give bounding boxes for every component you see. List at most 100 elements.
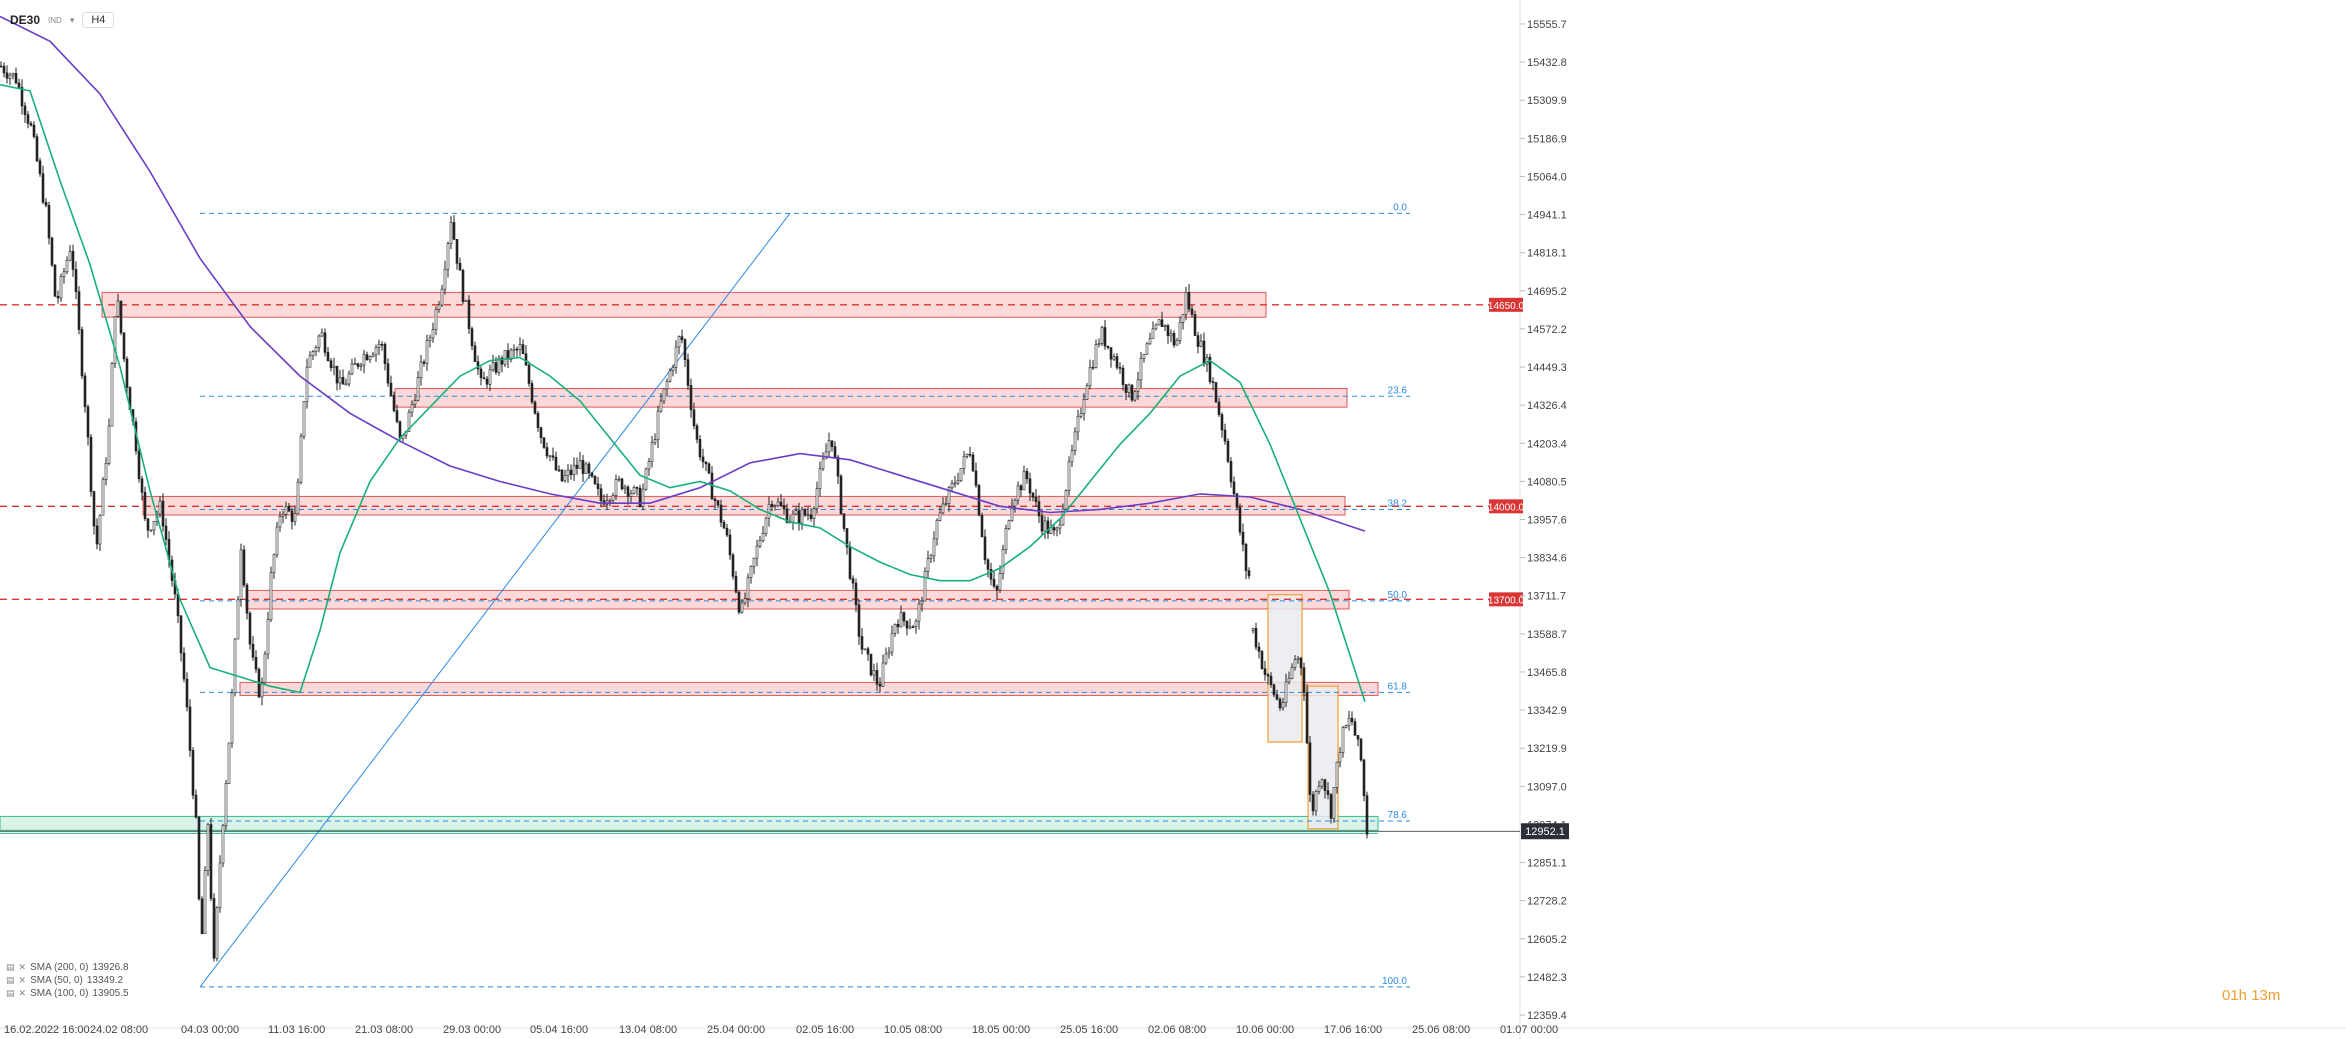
candle-body[interactable] bbox=[899, 612, 903, 628]
candle-body[interactable] bbox=[881, 662, 885, 687]
candle-body[interactable] bbox=[587, 463, 591, 474]
candle-body[interactable] bbox=[1247, 570, 1251, 577]
candle-body[interactable] bbox=[665, 380, 669, 390]
candle-body[interactable] bbox=[26, 114, 30, 124]
candle-body[interactable] bbox=[683, 339, 687, 360]
candle-body[interactable] bbox=[1157, 319, 1161, 326]
candle-body[interactable] bbox=[983, 536, 987, 561]
candle-body[interactable] bbox=[866, 648, 870, 655]
candle-body[interactable] bbox=[119, 300, 123, 334]
candle-body[interactable] bbox=[773, 505, 777, 507]
candle-body[interactable] bbox=[590, 472, 594, 477]
candle-body[interactable] bbox=[674, 346, 678, 368]
candle-body[interactable] bbox=[1007, 520, 1011, 529]
candle-body[interactable] bbox=[77, 291, 81, 330]
candle-body[interactable] bbox=[275, 526, 279, 556]
candle-body[interactable] bbox=[1010, 505, 1014, 521]
candle-body[interactable] bbox=[80, 329, 84, 377]
candle-body[interactable] bbox=[1320, 779, 1324, 787]
candle-body[interactable] bbox=[1082, 399, 1086, 414]
candle-body[interactable] bbox=[557, 469, 561, 472]
candle-body[interactable] bbox=[761, 533, 765, 541]
candle-body[interactable] bbox=[599, 488, 603, 501]
candle-body[interactable] bbox=[1323, 779, 1327, 791]
candle-body[interactable] bbox=[158, 500, 162, 515]
candle-body[interactable] bbox=[515, 348, 519, 351]
candle-body[interactable] bbox=[338, 376, 342, 384]
candle-body[interactable] bbox=[104, 463, 108, 480]
candle-body[interactable] bbox=[812, 508, 816, 519]
candle-body[interactable] bbox=[296, 481, 300, 514]
candle-body[interactable] bbox=[512, 348, 516, 351]
candle-body[interactable] bbox=[8, 74, 12, 79]
candle-body[interactable] bbox=[1202, 340, 1206, 365]
candle-body[interactable] bbox=[314, 347, 318, 352]
candle-body[interactable] bbox=[368, 356, 372, 361]
candle-body[interactable] bbox=[548, 455, 552, 458]
candle-body[interactable] bbox=[1121, 367, 1125, 385]
candle-body[interactable] bbox=[1001, 549, 1005, 574]
candle-body[interactable] bbox=[626, 486, 630, 497]
candle-body[interactable] bbox=[554, 456, 558, 471]
sma-50-line[interactable] bbox=[0, 83, 1366, 702]
candle-body[interactable] bbox=[620, 478, 624, 490]
candle-body[interactable] bbox=[734, 576, 738, 593]
candle-body[interactable] bbox=[371, 354, 375, 357]
candle-body[interactable] bbox=[140, 478, 144, 493]
candle-body[interactable] bbox=[1341, 727, 1345, 753]
candle-body[interactable] bbox=[653, 439, 657, 444]
settings-icon[interactable]: ▤ bbox=[6, 962, 15, 972]
candle-body[interactable] bbox=[623, 486, 627, 490]
candle-body[interactable] bbox=[1275, 694, 1279, 700]
candle-body[interactable] bbox=[821, 458, 825, 470]
candle-body[interactable] bbox=[890, 632, 894, 653]
candle-body[interactable] bbox=[1043, 520, 1047, 532]
candle-body[interactable] bbox=[704, 461, 708, 465]
candle-body[interactable] bbox=[107, 425, 111, 464]
candle-body[interactable] bbox=[1284, 681, 1288, 703]
candle-body[interactable] bbox=[305, 366, 309, 402]
candle-body[interactable] bbox=[281, 514, 285, 517]
candle-body[interactable] bbox=[1190, 308, 1194, 315]
candle-body[interactable] bbox=[1076, 415, 1080, 433]
candle-body[interactable] bbox=[86, 406, 90, 438]
candle-body[interactable] bbox=[431, 329, 435, 339]
candle-body[interactable] bbox=[1272, 684, 1276, 696]
candle-body[interactable] bbox=[851, 578, 855, 584]
candle-body[interactable] bbox=[407, 411, 411, 432]
candle-body[interactable] bbox=[938, 512, 942, 521]
candle-body[interactable] bbox=[503, 350, 507, 365]
candle-body[interactable] bbox=[971, 454, 975, 472]
candle-body[interactable] bbox=[1088, 366, 1092, 386]
candle-body[interactable] bbox=[320, 332, 324, 337]
candle-body[interactable] bbox=[509, 349, 513, 360]
candle-body[interactable] bbox=[1299, 657, 1303, 669]
candle-body[interactable] bbox=[686, 359, 690, 386]
candle-body[interactable] bbox=[1184, 292, 1188, 315]
candle-body[interactable] bbox=[905, 620, 909, 629]
candle-body[interactable] bbox=[644, 468, 648, 490]
candle-body[interactable] bbox=[1052, 527, 1056, 531]
candle-body[interactable] bbox=[1362, 759, 1366, 796]
candle-body[interactable] bbox=[527, 364, 531, 384]
candle-body[interactable] bbox=[479, 368, 483, 379]
candle-body[interactable] bbox=[1220, 414, 1224, 431]
candle-body[interactable] bbox=[791, 513, 795, 523]
candle-body[interactable] bbox=[1154, 324, 1158, 330]
candle-body[interactable] bbox=[1187, 292, 1191, 310]
candle-body[interactable] bbox=[0, 65, 3, 68]
candle-body[interactable] bbox=[800, 509, 804, 524]
candle-body[interactable] bbox=[383, 344, 387, 364]
candle-body[interactable] bbox=[467, 299, 471, 329]
candle-body[interactable] bbox=[395, 410, 399, 422]
candle-body[interactable] bbox=[917, 603, 921, 622]
candle-body[interactable] bbox=[647, 461, 651, 470]
candle-body[interactable] bbox=[833, 446, 837, 458]
candle-body[interactable] bbox=[566, 469, 570, 476]
candle-body[interactable] bbox=[188, 706, 192, 751]
candle-body[interactable] bbox=[608, 499, 612, 502]
candle-body[interactable] bbox=[632, 486, 636, 494]
candle-body[interactable] bbox=[875, 670, 879, 685]
candle-body[interactable] bbox=[1251, 628, 1255, 631]
candle-body[interactable] bbox=[929, 555, 933, 559]
